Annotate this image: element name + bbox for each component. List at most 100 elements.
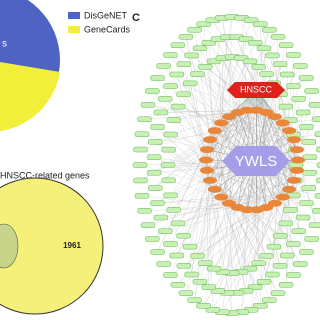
gene-node	[198, 260, 213, 266]
edge	[140, 110, 248, 181]
edge	[221, 48, 265, 198]
gene-node	[251, 260, 266, 266]
gene-node	[170, 42, 186, 49]
edge	[213, 61, 238, 113]
target-gene-node	[287, 136, 302, 144]
gene-node	[176, 61, 192, 67]
gene-node	[272, 61, 288, 67]
panel-c: C HNSCC YWLS	[132, 12, 320, 316]
gene-node	[163, 83, 178, 89]
edge	[168, 180, 222, 198]
edge	[228, 203, 256, 288]
edge	[208, 116, 230, 288]
gene-node	[187, 27, 202, 33]
venn-count: 1961	[63, 241, 81, 250]
gene-node	[205, 307, 221, 313]
target-gene-node	[202, 176, 217, 184]
gene-node	[316, 177, 320, 184]
gene-node	[170, 281, 186, 288]
gene-node	[161, 146, 176, 153]
edge	[154, 157, 211, 181]
gene-node	[206, 265, 222, 272]
target-gene-node	[222, 199, 236, 207]
gene-node	[286, 83, 301, 89]
gene-node	[278, 281, 294, 288]
panel-a: s DisGeNET GeneCards	[0, 0, 131, 132]
gene-node	[134, 193, 150, 199]
gene-node	[178, 290, 194, 296]
target-gene-node	[289, 166, 304, 174]
edge	[208, 42, 257, 111]
gene-node	[176, 232, 191, 239]
gene-node	[291, 228, 307, 234]
edge	[205, 203, 276, 264]
target-gene-node	[249, 206, 264, 214]
edge	[197, 110, 257, 256]
gene-node	[166, 117, 182, 123]
edge	[247, 110, 259, 264]
target-gene-node	[200, 146, 215, 154]
gene-node	[316, 162, 320, 168]
target-gene-node	[207, 127, 222, 135]
gene-node	[262, 27, 277, 33]
gene-node	[301, 185, 316, 191]
edge	[205, 159, 279, 294]
gene-node	[157, 228, 173, 234]
edge	[221, 122, 273, 275]
gene-node	[153, 109, 169, 116]
gene-node	[157, 96, 173, 102]
gene-node	[178, 34, 194, 40]
gene-node	[161, 177, 176, 184]
gene-node	[150, 200, 165, 206]
gene-node	[282, 207, 298, 213]
target-label: HNSCC	[240, 84, 273, 94]
target-gene-node	[275, 193, 290, 201]
edge	[221, 58, 224, 198]
target-gene-node	[230, 204, 245, 212]
edge	[165, 209, 248, 232]
panel-title: HNSCC-related genes	[0, 170, 90, 180]
edge	[160, 197, 283, 218]
gene-node	[279, 71, 295, 78]
gene-node	[262, 297, 277, 303]
edge	[217, 209, 248, 291]
edge	[228, 164, 297, 204]
gene-node	[299, 124, 314, 130]
edge	[203, 149, 298, 306]
gene-node	[192, 278, 208, 285]
target-gene-node	[289, 146, 304, 154]
edge	[170, 134, 207, 161]
gene-node	[291, 96, 307, 102]
edge	[189, 83, 211, 181]
edge	[144, 207, 238, 211]
gene-node	[190, 71, 205, 77]
edge	[167, 112, 267, 166]
edge	[285, 189, 290, 285]
panel-b: HNSCC-related genes 1961	[0, 170, 104, 315]
gene-node	[133, 177, 148, 184]
edge	[228, 16, 233, 117]
target-gene-node	[268, 199, 282, 207]
edge	[240, 209, 257, 272]
gene-node	[150, 249, 165, 255]
gene-node	[146, 169, 162, 176]
gene-node	[286, 272, 301, 278]
legend-swatch	[68, 12, 80, 19]
pie-slice	[0, 62, 60, 132]
edge	[274, 90, 312, 117]
gene-node	[259, 253, 274, 259]
gene-node	[196, 303, 211, 309]
edge	[199, 48, 230, 204]
edge	[189, 122, 222, 247]
panel-letter: C	[132, 12, 140, 24]
gene-node	[278, 42, 294, 49]
gene-node	[146, 154, 162, 161]
gene-node	[286, 52, 301, 58]
gene-node	[304, 88, 319, 94]
gene-node	[187, 297, 202, 303]
gene-node	[270, 290, 286, 296]
edge	[173, 159, 207, 210]
gene-node	[295, 109, 311, 116]
gene-node	[182, 243, 198, 250]
gene-node	[184, 271, 199, 278]
